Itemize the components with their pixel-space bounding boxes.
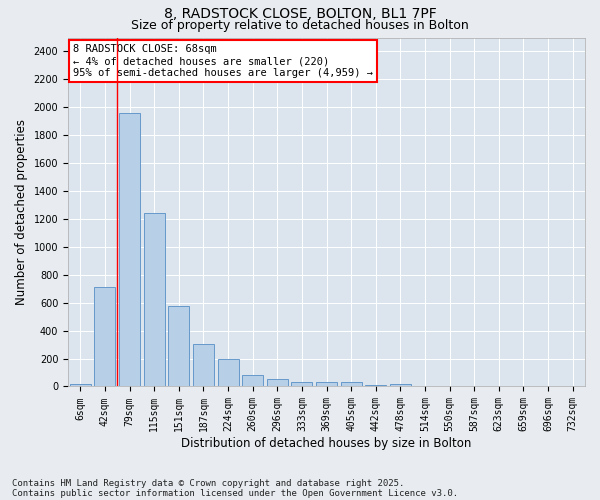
Bar (292, 382, 313, 386)
Bar (390, 384, 411, 386)
Text: Contains HM Land Registry data © Crown copyright and database right 2025.
Contai: Contains HM Land Registry data © Crown c… (12, 479, 458, 498)
Bar (218, 358, 239, 386)
Text: Size of property relative to detached houses in Bolton: Size of property relative to detached ho… (131, 19, 469, 32)
Bar (94, 288, 115, 386)
Bar (70, 384, 91, 386)
Bar (242, 374, 263, 386)
Text: 8 RADSTOCK CLOSE: 68sqm
← 4% of detached houses are smaller (220)
95% of semi-de: 8 RADSTOCK CLOSE: 68sqm ← 4% of detached… (73, 44, 373, 78)
Y-axis label: Number of detached properties: Number of detached properties (15, 119, 28, 305)
Bar (119, 113, 140, 386)
Text: 8, RADSTOCK CLOSE, BOLTON, BL1 7PF: 8, RADSTOCK CLOSE, BOLTON, BL1 7PF (164, 8, 436, 22)
Bar (193, 344, 214, 387)
Bar (365, 385, 386, 386)
Bar (341, 382, 362, 386)
Bar (267, 380, 288, 386)
Bar (144, 214, 164, 386)
Bar (316, 382, 337, 386)
X-axis label: Distribution of detached houses by size in Bolton: Distribution of detached houses by size … (181, 437, 472, 450)
Bar (169, 306, 189, 386)
